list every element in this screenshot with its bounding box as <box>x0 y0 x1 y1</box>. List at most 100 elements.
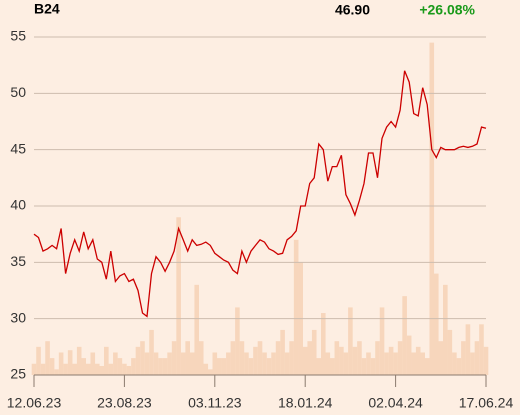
volume-bar <box>357 341 362 375</box>
volume-bar <box>320 313 326 375</box>
volume-bar <box>76 346 82 375</box>
volume-bar <box>49 358 55 375</box>
volume-bar <box>348 307 353 375</box>
volume-bar <box>266 358 272 375</box>
volume-bar <box>54 369 59 375</box>
volume-bar <box>397 341 403 375</box>
volume-bar <box>420 352 426 375</box>
volume-bar <box>406 335 412 375</box>
volume-bar <box>479 324 484 375</box>
volume-bar <box>411 352 416 375</box>
volume-bar <box>461 341 466 375</box>
volume-bar <box>167 352 172 375</box>
volume-bar <box>212 352 218 375</box>
volume-bar <box>239 341 245 375</box>
x-tick-label: 03.11.23 <box>188 395 242 411</box>
volume-bar <box>126 365 132 375</box>
volume-bar <box>85 363 91 375</box>
volume-bar <box>483 346 489 375</box>
volume-bar <box>253 346 258 375</box>
volume-bar <box>393 352 398 375</box>
volume-bar <box>316 358 322 375</box>
volume-bar <box>275 341 281 375</box>
volume-bar <box>424 358 430 375</box>
volume-bar <box>189 352 195 375</box>
volume-bar <box>284 352 290 375</box>
volume-bar <box>122 363 127 375</box>
volume-bar <box>352 346 358 375</box>
volume-bar <box>221 358 227 375</box>
volume-bar <box>158 358 163 375</box>
x-tick-label: 12.06.23 <box>7 395 62 411</box>
volume-bar <box>63 363 68 375</box>
ticker: B24 <box>34 1 60 17</box>
y-tick-label: 55 <box>10 28 26 44</box>
volume-bar <box>217 358 222 375</box>
volume-bar <box>140 341 145 375</box>
volume-bar <box>45 341 50 375</box>
volume-bar <box>361 358 367 375</box>
volume-bar <box>257 341 263 375</box>
volume-bar <box>90 352 96 375</box>
volume-bar <box>465 324 471 375</box>
y-tick-label: 50 <box>10 84 26 100</box>
volume-bar <box>226 352 231 375</box>
x-tick-label: 17.06.24 <box>459 395 514 411</box>
y-tick-label: 25 <box>10 366 26 382</box>
volume-bar <box>452 352 457 375</box>
volume-bar <box>36 346 41 375</box>
volume-bar <box>67 350 73 375</box>
volume-bar <box>443 284 448 375</box>
y-tick-label: 30 <box>10 309 26 325</box>
y-tick-label: 35 <box>10 253 26 269</box>
volume-bar <box>108 363 114 375</box>
volume-bar <box>330 358 335 375</box>
volume-bar <box>185 341 190 375</box>
volume-bar <box>474 341 480 375</box>
volume-bar <box>244 352 249 375</box>
volume-bar <box>31 363 37 375</box>
volume-bar <box>176 217 181 375</box>
volume-bar <box>370 358 376 375</box>
volume-bar <box>293 239 299 375</box>
y-tick-label: 45 <box>10 140 26 156</box>
volume-bar <box>262 352 267 375</box>
volume-bar <box>438 341 444 375</box>
volume-bar <box>153 352 159 375</box>
volume-bar <box>433 273 439 375</box>
volume-bar <box>117 358 123 375</box>
volume-bar <box>149 329 154 375</box>
volume-bar <box>366 352 371 375</box>
volume-bar <box>302 346 308 375</box>
volume-bar <box>198 341 204 375</box>
volume-bar <box>203 363 209 375</box>
volume-bar <box>388 346 394 375</box>
volume-bar <box>230 341 236 375</box>
volume-bar <box>81 358 87 375</box>
volume-bar <box>180 352 186 375</box>
volume-bar <box>135 346 141 375</box>
volume-bar <box>194 284 200 375</box>
volume-bar <box>72 363 77 375</box>
volume-bar <box>104 346 109 375</box>
volume-bar <box>343 352 349 375</box>
volume-bar <box>248 358 254 375</box>
volume-bar <box>375 341 380 375</box>
volume-bar <box>447 329 453 375</box>
volume-bar <box>325 352 331 375</box>
volume-bar <box>311 329 317 375</box>
volume-bar <box>280 329 285 375</box>
volume-bar <box>271 352 276 375</box>
x-tick-label: 23.08.23 <box>97 395 152 411</box>
volume-bar <box>94 363 100 375</box>
volume-bar <box>235 307 240 375</box>
volume-bar <box>307 341 313 375</box>
volume-bar <box>339 346 344 375</box>
volume-bar <box>379 307 385 375</box>
volume-bar <box>334 341 340 375</box>
change: +26.08% <box>419 2 475 18</box>
volume-bar <box>58 352 64 375</box>
volume-bar <box>456 358 462 375</box>
volume-bar <box>40 363 46 375</box>
